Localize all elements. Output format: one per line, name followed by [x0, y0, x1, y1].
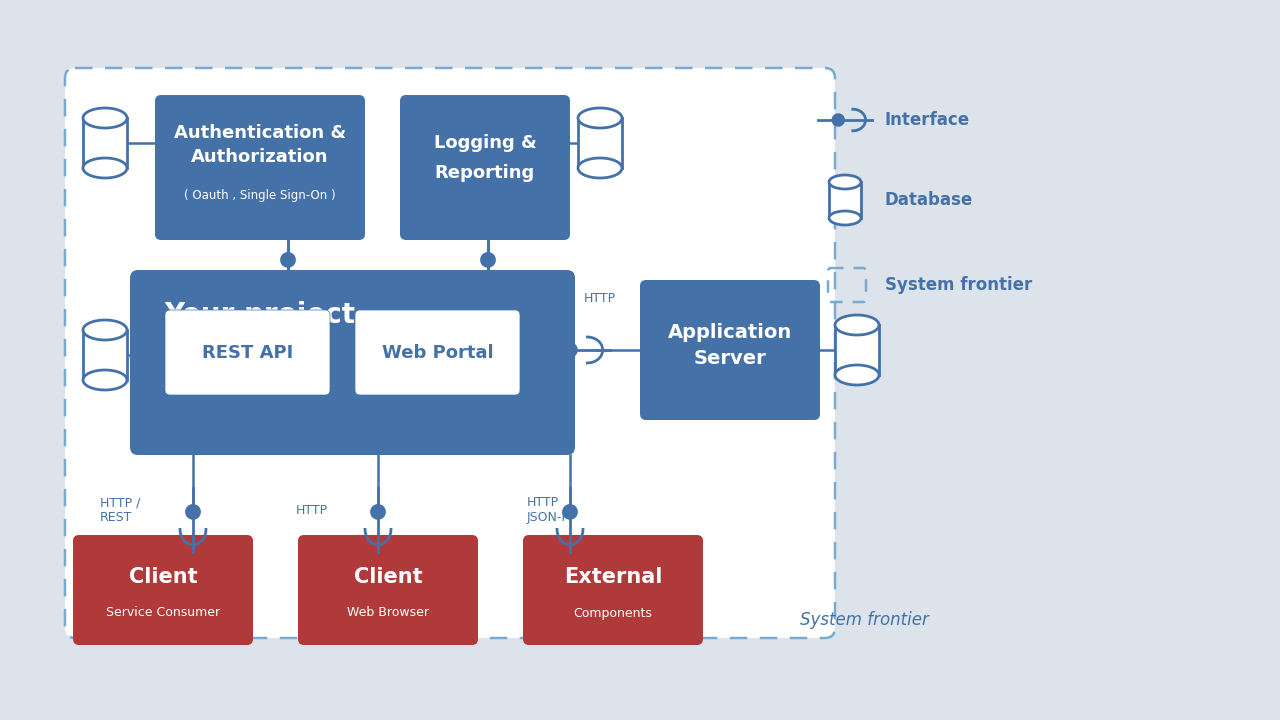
Text: System frontier: System frontier [884, 276, 1032, 294]
Ellipse shape [829, 175, 861, 189]
Text: Reporting: Reporting [435, 164, 535, 182]
FancyBboxPatch shape [829, 182, 861, 218]
FancyBboxPatch shape [524, 535, 703, 645]
Text: ( Oauth , Single Sign-On ): ( Oauth , Single Sign-On ) [184, 189, 335, 202]
Text: Logging &: Logging & [434, 134, 536, 152]
FancyBboxPatch shape [155, 95, 365, 240]
FancyBboxPatch shape [355, 310, 520, 395]
Ellipse shape [835, 315, 879, 335]
Circle shape [832, 114, 844, 126]
Text: REST API: REST API [202, 343, 293, 361]
Text: External: External [563, 567, 662, 587]
Ellipse shape [829, 211, 861, 225]
Text: Web Portal: Web Portal [381, 343, 493, 361]
Circle shape [282, 253, 294, 266]
Text: Your project: Your project [165, 301, 356, 329]
Text: Database: Database [884, 191, 973, 209]
FancyBboxPatch shape [65, 68, 835, 638]
Ellipse shape [83, 158, 127, 178]
Ellipse shape [579, 108, 622, 128]
FancyBboxPatch shape [579, 118, 622, 168]
FancyBboxPatch shape [298, 535, 477, 645]
Text: System frontier: System frontier [800, 611, 929, 629]
Ellipse shape [579, 158, 622, 178]
Text: Client: Client [129, 567, 197, 587]
Text: HTTPS / REST: HTTPS / REST [138, 271, 223, 284]
FancyBboxPatch shape [399, 95, 570, 240]
Text: HTTP
JSON-P: HTTP JSON-P [527, 496, 570, 524]
FancyBboxPatch shape [640, 280, 820, 420]
Text: Application: Application [668, 323, 792, 341]
Text: Service Consumer: Service Consumer [106, 606, 220, 619]
Text: HTTP: HTTP [390, 271, 422, 284]
Ellipse shape [835, 365, 879, 385]
FancyBboxPatch shape [131, 270, 575, 455]
Text: Web Browser: Web Browser [347, 606, 429, 619]
Circle shape [371, 505, 385, 518]
FancyBboxPatch shape [83, 330, 127, 380]
Text: Server: Server [694, 348, 767, 367]
FancyBboxPatch shape [73, 535, 253, 645]
Text: Authorization: Authorization [191, 148, 329, 166]
Text: Client: Client [353, 567, 422, 587]
FancyBboxPatch shape [83, 118, 127, 168]
Text: HTTP: HTTP [584, 292, 616, 305]
Text: Interface: Interface [884, 111, 970, 129]
Text: Components: Components [573, 606, 653, 619]
Ellipse shape [83, 108, 127, 128]
Text: HTTP: HTTP [296, 503, 328, 516]
Text: Authentication &: Authentication & [174, 124, 346, 142]
Circle shape [481, 253, 495, 266]
Circle shape [186, 505, 200, 518]
Circle shape [563, 505, 577, 518]
Ellipse shape [83, 370, 127, 390]
Circle shape [563, 343, 577, 357]
FancyBboxPatch shape [165, 310, 330, 395]
Text: HTTP /
REST: HTTP / REST [100, 496, 141, 524]
FancyBboxPatch shape [835, 325, 879, 375]
Ellipse shape [83, 320, 127, 340]
